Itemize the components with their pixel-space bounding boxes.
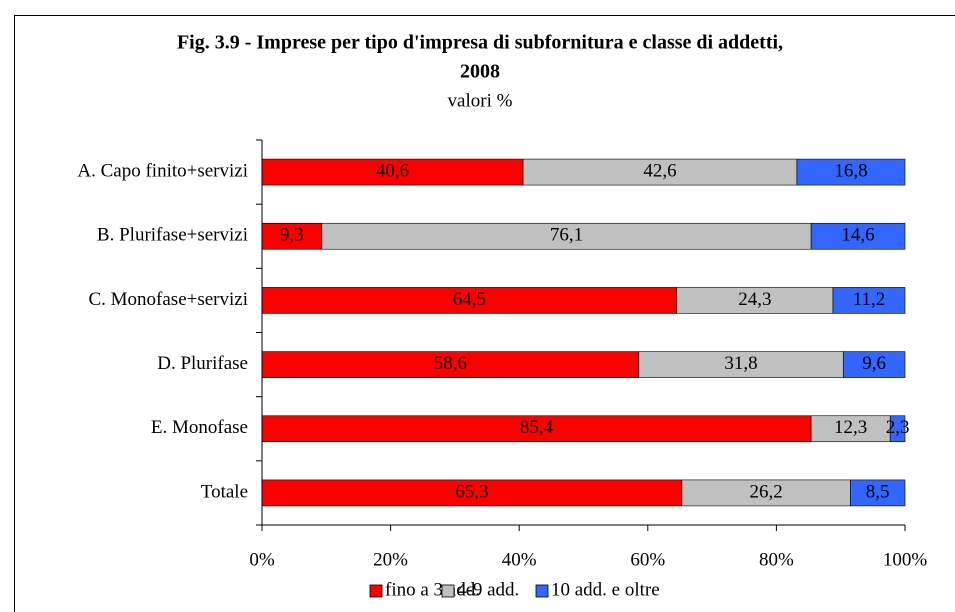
bar-segment: [681, 479, 851, 507]
x-tick-label: 40%: [502, 549, 537, 570]
x-tick-label: 20%: [373, 549, 408, 570]
data-label: 9,6: [862, 353, 886, 374]
bar-segment: [261, 415, 812, 443]
bar-segment: [810, 415, 891, 443]
bar-segment: [832, 287, 906, 314]
y-tick-label: B. Plurifase+servizi: [97, 225, 248, 246]
y-tick-label: A. Capo finito+servizi: [77, 160, 248, 181]
x-tick-label: 80%: [759, 549, 794, 570]
data-label: 42,6: [643, 160, 676, 181]
legend-label: 4-9 add.: [457, 579, 519, 600]
legend-swatch: [535, 584, 549, 598]
data-label: 85,4: [520, 417, 554, 438]
legend-label: 10 add. e oltre: [551, 579, 660, 600]
bar-segment: [842, 351, 906, 378]
bar-segment: [676, 287, 834, 314]
chart-title: Fig. 3.9 - Imprese per tipo d'impresa di…: [177, 32, 783, 54]
x-tick-label: 100%: [883, 549, 928, 570]
data-label: 9,3: [280, 225, 304, 246]
data-label: 8,5: [866, 481, 890, 502]
data-label: 16,8: [834, 160, 867, 181]
data-label: 2,3: [886, 417, 910, 438]
data-label: 12,3: [834, 417, 867, 438]
bar-segment: [261, 287, 678, 314]
x-tick-label: 0%: [249, 549, 275, 570]
chart-title: 2008: [460, 61, 500, 83]
chart-subtitle: valori %: [448, 90, 513, 111]
data-label: 40,6: [376, 160, 409, 181]
data-label: 31,8: [724, 353, 757, 374]
y-tick-label: C. Monofase+servizi: [88, 289, 248, 310]
bar-segment: [261, 158, 524, 186]
data-label: 11,2: [853, 289, 886, 310]
bar-segment: [850, 479, 906, 507]
y-tick-label: E. Monofase: [151, 417, 248, 438]
legend-swatch: [369, 584, 383, 598]
data-label: 26,2: [749, 481, 782, 502]
bar-segment: [810, 222, 906, 250]
data-label: 58,6: [434, 353, 467, 374]
data-label: 24,3: [738, 289, 771, 310]
bar-segment: [261, 351, 640, 378]
bar-segment: [889, 415, 906, 443]
data-label: 76,1: [550, 225, 583, 246]
legend-label: fino a 3 add.: [385, 579, 480, 600]
x-tick-label: 60%: [630, 549, 665, 570]
chart-border: [14, 15, 955, 612]
legend-swatch: [441, 584, 455, 598]
y-tick-label: D. Plurifase: [157, 353, 248, 374]
y-tick-label: Totale: [201, 481, 248, 502]
data-label: 65,3: [455, 481, 488, 502]
data-label: 14,6: [841, 225, 874, 246]
data-label: 64,5: [453, 289, 486, 310]
bar-segment: [261, 479, 683, 507]
bar-segment: [796, 158, 906, 186]
bar-segment: [522, 158, 798, 186]
